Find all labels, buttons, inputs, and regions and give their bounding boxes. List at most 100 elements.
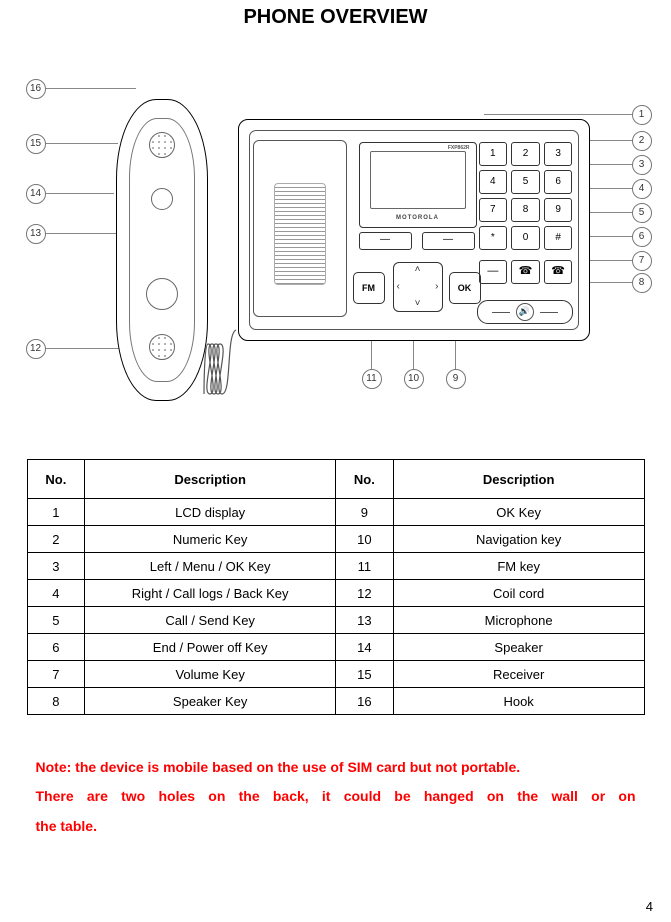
cell-no: 9 <box>335 499 393 526</box>
callout-7: 7 <box>632 251 652 271</box>
keypad-key: 7 <box>479 198 508 222</box>
leader-line <box>44 143 118 144</box>
handset <box>116 99 208 401</box>
numeric-keypad: 1 2 3 4 5 6 7 8 9 * 0 # <box>479 142 573 250</box>
header-no: No. <box>335 460 393 499</box>
cell-no: 11 <box>335 553 393 580</box>
callout-13: 13 <box>26 224 46 244</box>
table-row: 4 Right / Call logs / Back Key 12 Coil c… <box>27 580 644 607</box>
cell-no: 6 <box>27 634 85 661</box>
left-arrow-icon: ‹ <box>397 282 400 292</box>
phone-base: FXP862R MOTOROLA — — FM ˄ ˅ ‹ › OK 1 <box>238 119 590 341</box>
table-row: 6 End / Power off Key 14 Speaker <box>27 634 644 661</box>
callout-14: 14 <box>26 184 46 204</box>
ok-key: OK <box>449 272 481 304</box>
navigation-dpad: ˄ ˅ ‹ › <box>393 262 443 312</box>
callout-16: 16 <box>26 79 46 99</box>
callout-8: 8 <box>632 273 652 293</box>
callout-6: 6 <box>632 227 652 247</box>
table-row: 7 Volume Key 15 Receiver <box>27 661 644 688</box>
note-line: Note: the device is mobile based on the … <box>36 753 636 782</box>
cell-desc: Right / Call logs / Back Key <box>85 580 336 607</box>
volume-key: 🔊 <box>477 300 573 324</box>
speaker-icon: 🔊 <box>516 303 534 321</box>
cell-no: 16 <box>335 688 393 715</box>
vol-track <box>492 312 510 313</box>
cell-desc: Navigation key <box>393 526 644 553</box>
leader-line <box>44 88 136 89</box>
table-row: 3 Left / Menu / OK Key 11 FM key <box>27 553 644 580</box>
callout-4: 4 <box>632 179 652 199</box>
screen <box>370 151 466 209</box>
page: PHONE OVERVIEW FXP862R MOTOROLA <box>0 0 671 922</box>
hook-icon <box>151 188 173 210</box>
cell-no: 10 <box>335 526 393 553</box>
receiver-icon <box>149 132 175 158</box>
note-line: the table. <box>36 812 636 841</box>
cell-no: 7 <box>27 661 85 688</box>
cell-no: 15 <box>335 661 393 688</box>
cell-desc: Numeric Key <box>85 526 336 553</box>
microphone-icon <box>149 334 175 360</box>
cell-desc: Receiver <box>393 661 644 688</box>
callout-5: 5 <box>632 203 652 223</box>
table-row: 2 Numeric Key 10 Navigation key <box>27 526 644 553</box>
up-arrow-icon: ˄ <box>415 265 421 275</box>
nav-row: FM ˄ ˅ ‹ › OK <box>353 256 481 318</box>
cell-no: 14 <box>335 634 393 661</box>
table-row: 1 LCD display 9 OK Key <box>27 499 644 526</box>
cell-desc: Microphone <box>393 607 644 634</box>
table-row: 8 Speaker Key 16 Hook <box>27 688 644 715</box>
page-number: 4 <box>646 899 653 914</box>
page-title: PHONE OVERVIEW <box>0 0 671 29</box>
cell-desc: Speaker <box>393 634 644 661</box>
leader-line <box>44 233 128 234</box>
brand-label: MOTOROLA <box>360 215 476 221</box>
cell-desc: Volume Key <box>85 661 336 688</box>
cell-desc: LCD display <box>85 499 336 526</box>
note-block: Note: the device is mobile based on the … <box>36 753 636 841</box>
callout-9: 9 <box>446 369 466 389</box>
callout-1: 1 <box>632 105 652 125</box>
cell-desc: Call / Send Key <box>85 607 336 634</box>
softkey-right: — <box>422 232 475 250</box>
softkey-left: — <box>359 232 412 250</box>
keypad-key: 0 <box>511 226 540 250</box>
fm-key: FM <box>353 272 385 304</box>
cell-no: 8 <box>27 688 85 715</box>
cell-no: 1 <box>27 499 85 526</box>
keypad-key: 1 <box>479 142 508 166</box>
cell-no: 4 <box>27 580 85 607</box>
keypad-key: 4 <box>479 170 508 194</box>
cradle <box>253 140 347 317</box>
callout-2: 2 <box>632 131 652 151</box>
keypad-key: * <box>479 226 508 250</box>
parts-table: No. Description No. Description 1 LCD di… <box>27 459 645 715</box>
header-desc: Description <box>393 460 644 499</box>
leader-line <box>44 193 114 194</box>
right-arrow-icon: › <box>435 282 438 292</box>
vol-track <box>540 312 558 313</box>
down-arrow-icon: ˅ <box>415 299 421 309</box>
cell-desc: OK Key <box>393 499 644 526</box>
cell-desc: Left / Menu / OK Key <box>85 553 336 580</box>
callout-15: 15 <box>26 134 46 154</box>
cell-no: 2 <box>27 526 85 553</box>
cell-no: 3 <box>27 553 85 580</box>
ctrl-key: — <box>479 260 508 284</box>
end-key-icon: ☎ <box>544 260 573 284</box>
cell-no: 5 <box>27 607 85 634</box>
cell-desc: Speaker Key <box>85 688 336 715</box>
lcd-display: FXP862R MOTOROLA <box>359 142 477 228</box>
keypad-key: # <box>544 226 573 250</box>
keypad-key: 3 <box>544 142 573 166</box>
callout-11: 11 <box>362 369 382 389</box>
leader-line <box>484 114 634 115</box>
cell-desc: FM key <box>393 553 644 580</box>
phone-diagram: FXP862R MOTOROLA — — FM ˄ ˅ ‹ › OK 1 <box>16 69 656 429</box>
table-body: 1 LCD display 9 OK Key 2 Numeric Key 10 … <box>27 499 644 715</box>
cell-no: 12 <box>335 580 393 607</box>
callout-3: 3 <box>632 155 652 175</box>
table-header-row: No. Description No. Description <box>27 460 644 499</box>
speaker-grill <box>274 183 326 285</box>
